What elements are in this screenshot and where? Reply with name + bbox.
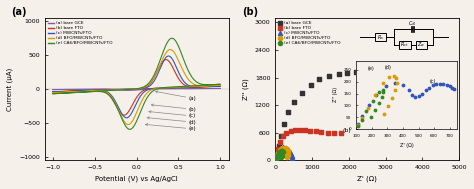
Point — [274, 151, 282, 154]
Point — [378, 71, 386, 74]
Point — [273, 154, 280, 157]
Point — [272, 157, 280, 160]
Point — [277, 135, 285, 138]
Point — [324, 131, 331, 134]
Point — [279, 146, 287, 149]
Point — [283, 147, 291, 150]
Point — [277, 148, 284, 151]
Point — [284, 149, 292, 152]
Point — [279, 152, 286, 155]
Point — [361, 71, 369, 74]
Point — [337, 132, 345, 135]
Y-axis label: Z'' (Ω): Z'' (Ω) — [243, 78, 249, 100]
Point — [288, 158, 296, 161]
Text: (c): (c) — [149, 111, 196, 119]
Point — [274, 153, 282, 156]
Point — [283, 131, 290, 134]
Point — [277, 156, 284, 159]
Point — [420, 72, 428, 75]
Point — [274, 148, 282, 151]
Point — [276, 141, 283, 144]
Text: (a): (a) — [432, 67, 440, 72]
Point — [277, 149, 284, 152]
Point — [281, 146, 289, 149]
Point — [275, 145, 283, 148]
Y-axis label: Current (μA): Current (μA) — [7, 67, 13, 111]
Point — [307, 84, 314, 87]
Point — [306, 129, 314, 132]
Point — [287, 150, 294, 153]
Point — [275, 151, 283, 154]
Point — [280, 123, 288, 126]
Point — [287, 129, 294, 132]
Point — [285, 111, 292, 114]
Point — [273, 153, 281, 156]
Point — [279, 146, 286, 149]
Point — [403, 72, 411, 75]
Point — [284, 153, 292, 156]
Point — [370, 71, 378, 74]
Point — [330, 132, 338, 135]
Point — [301, 129, 309, 132]
Point — [432, 70, 439, 74]
Point — [325, 74, 333, 77]
X-axis label: Potential (V) vs Ag/AgCl: Potential (V) vs Ag/AgCl — [95, 176, 178, 182]
Point — [279, 134, 286, 137]
Text: (b): (b) — [342, 128, 351, 133]
Text: (b): (b) — [242, 7, 258, 17]
X-axis label: Z' (Ω): Z' (Ω) — [357, 176, 377, 182]
Point — [273, 156, 280, 159]
Legend: (a) bare GCE, (b) bare FTO, (c) MWCNTs/FTO, (d) BFO/MWCNTs/FTO, (e) CA6/BFO/MWCN: (a) bare GCE, (b) bare FTO, (c) MWCNTs/F… — [47, 20, 114, 46]
Point — [296, 128, 304, 131]
Point — [412, 72, 419, 75]
Point — [291, 100, 298, 103]
Point — [279, 151, 286, 154]
Point — [288, 156, 296, 159]
Point — [284, 151, 292, 154]
Point — [316, 78, 323, 81]
Point — [273, 155, 281, 158]
Point — [426, 71, 434, 74]
Point — [288, 154, 296, 157]
Point — [298, 91, 306, 94]
Point — [318, 131, 325, 134]
Text: (d): (d) — [147, 117, 196, 125]
Point — [312, 130, 319, 133]
Point — [282, 146, 290, 149]
Point — [276, 149, 284, 152]
Point — [288, 152, 295, 155]
Text: (a): (a) — [155, 91, 196, 101]
Point — [272, 157, 280, 160]
Text: (b): (b) — [151, 104, 196, 112]
Point — [395, 72, 403, 75]
Text: (a): (a) — [11, 7, 27, 17]
Point — [274, 152, 282, 155]
Point — [344, 71, 351, 74]
Text: (e): (e) — [146, 124, 196, 131]
Point — [353, 71, 360, 74]
Point — [386, 72, 394, 75]
Point — [283, 155, 291, 158]
Point — [292, 129, 299, 132]
Legend: (a) bare GCE, (b) bare FTO, (c) MWCNTs/FTO, (d) BFO/MWCNTs/FTO, (e) CA6/BFO/MWCN: (a) bare GCE, (b) bare FTO, (c) MWCNTs/F… — [277, 20, 341, 46]
Point — [335, 72, 342, 75]
Point — [272, 157, 280, 160]
Point — [278, 149, 286, 153]
Point — [278, 154, 285, 157]
Point — [273, 155, 281, 158]
Point — [285, 148, 292, 151]
